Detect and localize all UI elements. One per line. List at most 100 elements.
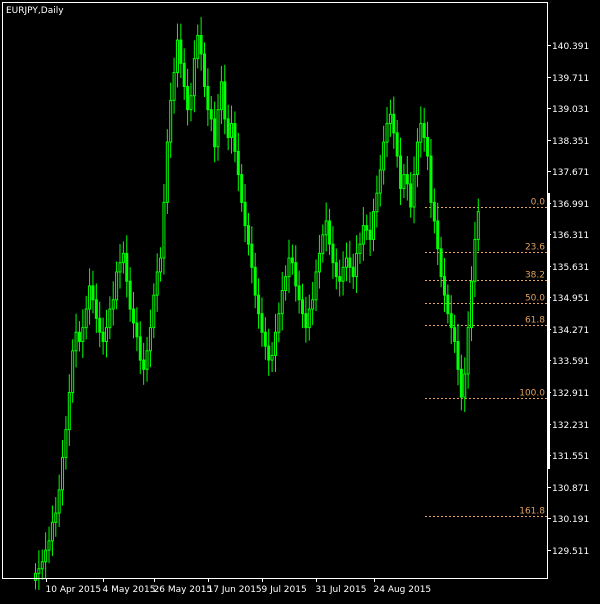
y-tick-label: 133.591: [552, 357, 589, 367]
fib-level: 61.8: [425, 316, 547, 326]
y-tick-label: 130.871: [552, 484, 589, 494]
candle: [250, 226, 254, 284]
candle: [449, 295, 453, 345]
x-tick-label: 17 Jun 2015: [208, 585, 262, 595]
candle: [317, 234, 321, 289]
candle: [37, 550, 41, 590]
candle: [44, 532, 48, 578]
x-tick: 31 Jul 2015: [316, 578, 366, 595]
candle: [219, 65, 223, 124]
candle: [50, 505, 54, 557]
candle: [446, 284, 450, 324]
y-tick-label: 135.631: [552, 263, 589, 273]
candle: [230, 105, 234, 154]
y-tick: 134.951: [547, 294, 589, 304]
candle: [280, 271, 284, 331]
candle: [240, 164, 244, 212]
candle: [169, 82, 173, 159]
candle: [290, 244, 294, 275]
candle: [395, 120, 399, 168]
y-tick: 140.391: [547, 42, 589, 52]
candle: [351, 253, 355, 289]
fib-level: 0.0: [425, 198, 547, 208]
candle: [182, 48, 186, 100]
candle: [361, 207, 365, 261]
candle: [314, 259, 318, 311]
candle: [61, 440, 65, 506]
candle: [277, 302, 281, 343]
y-tick: 138.351: [547, 137, 589, 147]
candle: [155, 253, 159, 312]
candle: [294, 245, 298, 302]
candle: [162, 184, 166, 275]
y-tick: 139.711: [547, 74, 589, 84]
x-tick-label: 4 May 2015: [103, 585, 156, 595]
candle: [179, 23, 183, 79]
candle: [34, 563, 37, 590]
fib-level-label: 100.0: [519, 389, 545, 399]
candle: [382, 125, 386, 185]
y-tick: 137.671: [547, 168, 589, 178]
candle: [358, 232, 362, 264]
fib-level: 100.0: [425, 389, 547, 399]
candle: [253, 252, 257, 309]
fibonacci-retracement: 0.0 23.6 38.2 50.0 61.8 100.0 161.8: [425, 198, 547, 517]
candle: [328, 208, 332, 256]
candle: [267, 328, 271, 376]
candle: [159, 247, 163, 282]
candle: [466, 311, 470, 389]
x-tick-label: 9 Jul 2015: [262, 585, 307, 595]
candle: [223, 64, 227, 135]
y-tick: 136.311: [547, 231, 589, 241]
fib-level: 161.8: [425, 507, 547, 517]
candle: [77, 321, 81, 352]
candle: [429, 138, 433, 218]
candle: [453, 314, 457, 354]
fib-level-label: 161.8: [519, 507, 545, 517]
candle: [192, 40, 196, 113]
x-tick-label: 26 May 2015: [154, 585, 213, 595]
candle: [415, 128, 419, 188]
candle: [355, 235, 359, 293]
y-tick: 132.911: [547, 389, 589, 399]
candle: [209, 95, 213, 132]
y-tick: 133.591: [547, 357, 589, 367]
candle: [152, 283, 156, 339]
candle: [439, 236, 443, 288]
candle: [115, 261, 119, 310]
candle: [456, 323, 460, 386]
candle: [422, 107, 426, 152]
y-tick-label: 131.551: [552, 452, 589, 462]
candle: [81, 309, 85, 358]
candle: [189, 82, 193, 122]
y-tick: 131.551: [547, 452, 589, 462]
price-axis: 140.391 139.711 139.031 138.351 137.671 136.9…: [547, 42, 589, 557]
candle: [47, 526, 51, 564]
y-tick: 134.271: [547, 326, 589, 336]
candle: [67, 374, 71, 447]
candle: [216, 94, 220, 161]
candle: [436, 202, 440, 266]
y-tick: 139.031: [547, 105, 589, 115]
candle: [206, 68, 210, 126]
fib-level-label: 50.0: [525, 294, 545, 304]
candle: [405, 156, 409, 201]
candle: [321, 224, 325, 263]
y-tick-label: 139.711: [552, 74, 589, 84]
candle: [233, 111, 237, 163]
candle: [64, 416, 68, 470]
candle: [246, 213, 250, 256]
candle: [203, 42, 206, 97]
y-tick-label: 134.951: [552, 294, 589, 304]
candle: [476, 198, 480, 252]
candle: [165, 129, 169, 214]
y-tick: 132.231: [547, 421, 589, 431]
candle: [432, 188, 436, 234]
candle: [88, 268, 92, 325]
candle: [372, 198, 375, 252]
candle: [473, 221, 477, 298]
candle: [399, 137, 403, 206]
candle: [213, 101, 217, 163]
